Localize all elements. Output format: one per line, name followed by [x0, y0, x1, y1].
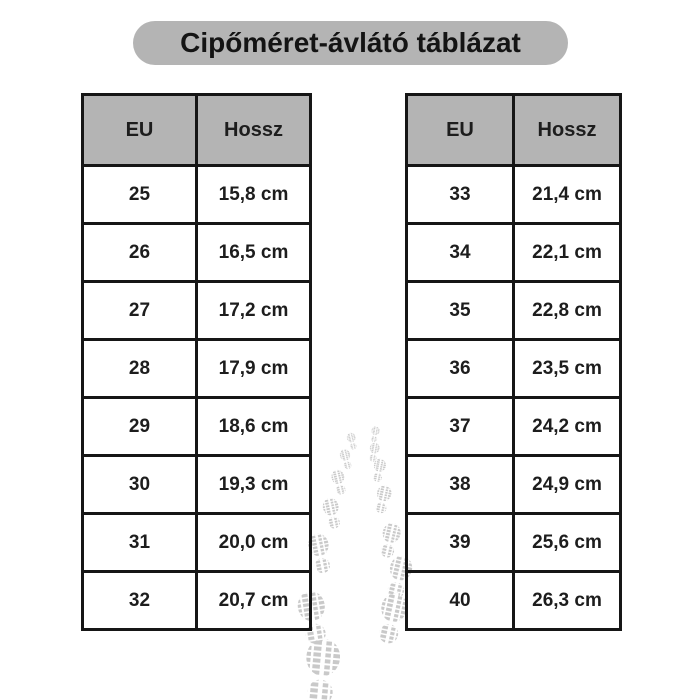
length-cell: 19,3 cm — [195, 454, 312, 515]
footprint-icon — [321, 496, 344, 532]
footprint-icon — [372, 483, 393, 516]
eu-size-cell: 28 — [81, 338, 198, 399]
footprint-icon — [377, 520, 403, 561]
footprint-icon — [338, 447, 354, 471]
length-cell: 16,5 cm — [195, 222, 312, 283]
column-header-eu: EU — [405, 93, 515, 167]
length-cell: 17,2 cm — [195, 280, 312, 341]
size-table-left: EU Hossz 25 15,8 cm 26 16,5 cm 27 17,2 cm 28 17,9… — [81, 93, 312, 631]
page-title: Cipőméret-ávlátó táblázat — [180, 27, 521, 58]
length-cell: 22,1 cm — [512, 222, 622, 283]
length-cell: 20,0 cm — [195, 512, 312, 573]
eu-size-cell: 33 — [405, 164, 515, 225]
footprint-icon — [367, 441, 381, 464]
column-header-eu: EU — [81, 93, 198, 167]
eu-size-cell: 36 — [405, 338, 515, 399]
eu-size-cell: 40 — [405, 570, 515, 631]
footprint-icon — [369, 425, 381, 444]
eu-size-cell: 30 — [81, 454, 198, 515]
table-row: 34 22,1 cm — [405, 222, 622, 283]
table-row: 38 24,9 cm — [405, 454, 622, 515]
eu-size-cell: 32 — [81, 570, 198, 631]
column-header-hossz: Hossz — [512, 93, 622, 167]
footprint-icon — [302, 635, 342, 700]
table-row: 28 17,9 cm — [81, 338, 312, 399]
header-row: EU Hossz — [81, 93, 312, 167]
length-cell: 17,9 cm — [195, 338, 312, 399]
eu-size-cell: 35 — [405, 280, 515, 341]
length-cell: 26,3 cm — [512, 570, 622, 631]
length-cell: 21,4 cm — [512, 164, 622, 225]
table-row: 32 20,7 cm — [81, 570, 312, 631]
length-cell: 22,8 cm — [512, 280, 622, 341]
eu-size-cell: 27 — [81, 280, 198, 341]
table-row: 36 23,5 cm — [405, 338, 622, 399]
eu-size-cell: 31 — [81, 512, 198, 573]
eu-size-cell: 29 — [81, 396, 198, 457]
eu-size-cell: 25 — [81, 164, 198, 225]
footprint-icon — [345, 431, 359, 452]
eu-size-cell: 37 — [405, 396, 515, 457]
eu-size-cell: 39 — [405, 512, 515, 573]
table-row: 37 24,2 cm — [405, 396, 622, 457]
length-cell: 18,6 cm — [195, 396, 312, 457]
size-table-right: EU Hossz 33 21,4 cm 34 22,1 cm 35 22,8 cm 36 23,5… — [405, 93, 622, 631]
length-cell: 20,7 cm — [195, 570, 312, 631]
header-row: EU Hossz — [405, 93, 622, 167]
length-cell: 24,9 cm — [512, 454, 622, 515]
column-header-hossz: Hossz — [195, 93, 312, 167]
length-cell: 15,8 cm — [195, 164, 312, 225]
table-row: 30 19,3 cm — [81, 454, 312, 515]
table-row: 33 21,4 cm — [405, 164, 622, 225]
table-row: 35 22,8 cm — [405, 280, 622, 341]
footprint-icon — [329, 468, 349, 497]
table-row: 39 25,6 cm — [405, 512, 622, 573]
eu-size-cell: 26 — [81, 222, 198, 283]
table-row: 40 26,3 cm — [405, 570, 622, 631]
title-banner: Cipőméret-ávlátó táblázat — [133, 21, 568, 65]
eu-size-cell: 34 — [405, 222, 515, 283]
length-cell: 24,2 cm — [512, 396, 622, 457]
table-row: 25 15,8 cm — [81, 164, 312, 225]
eu-size-cell: 38 — [405, 454, 515, 515]
footprint-icon — [370, 457, 388, 484]
table-row: 26 16,5 cm — [81, 222, 312, 283]
table-row: 31 20,0 cm — [81, 512, 312, 573]
table-row: 27 17,2 cm — [81, 280, 312, 341]
length-cell: 25,6 cm — [512, 512, 622, 573]
table-row: 29 18,6 cm — [81, 396, 312, 457]
length-cell: 23,5 cm — [512, 338, 622, 399]
